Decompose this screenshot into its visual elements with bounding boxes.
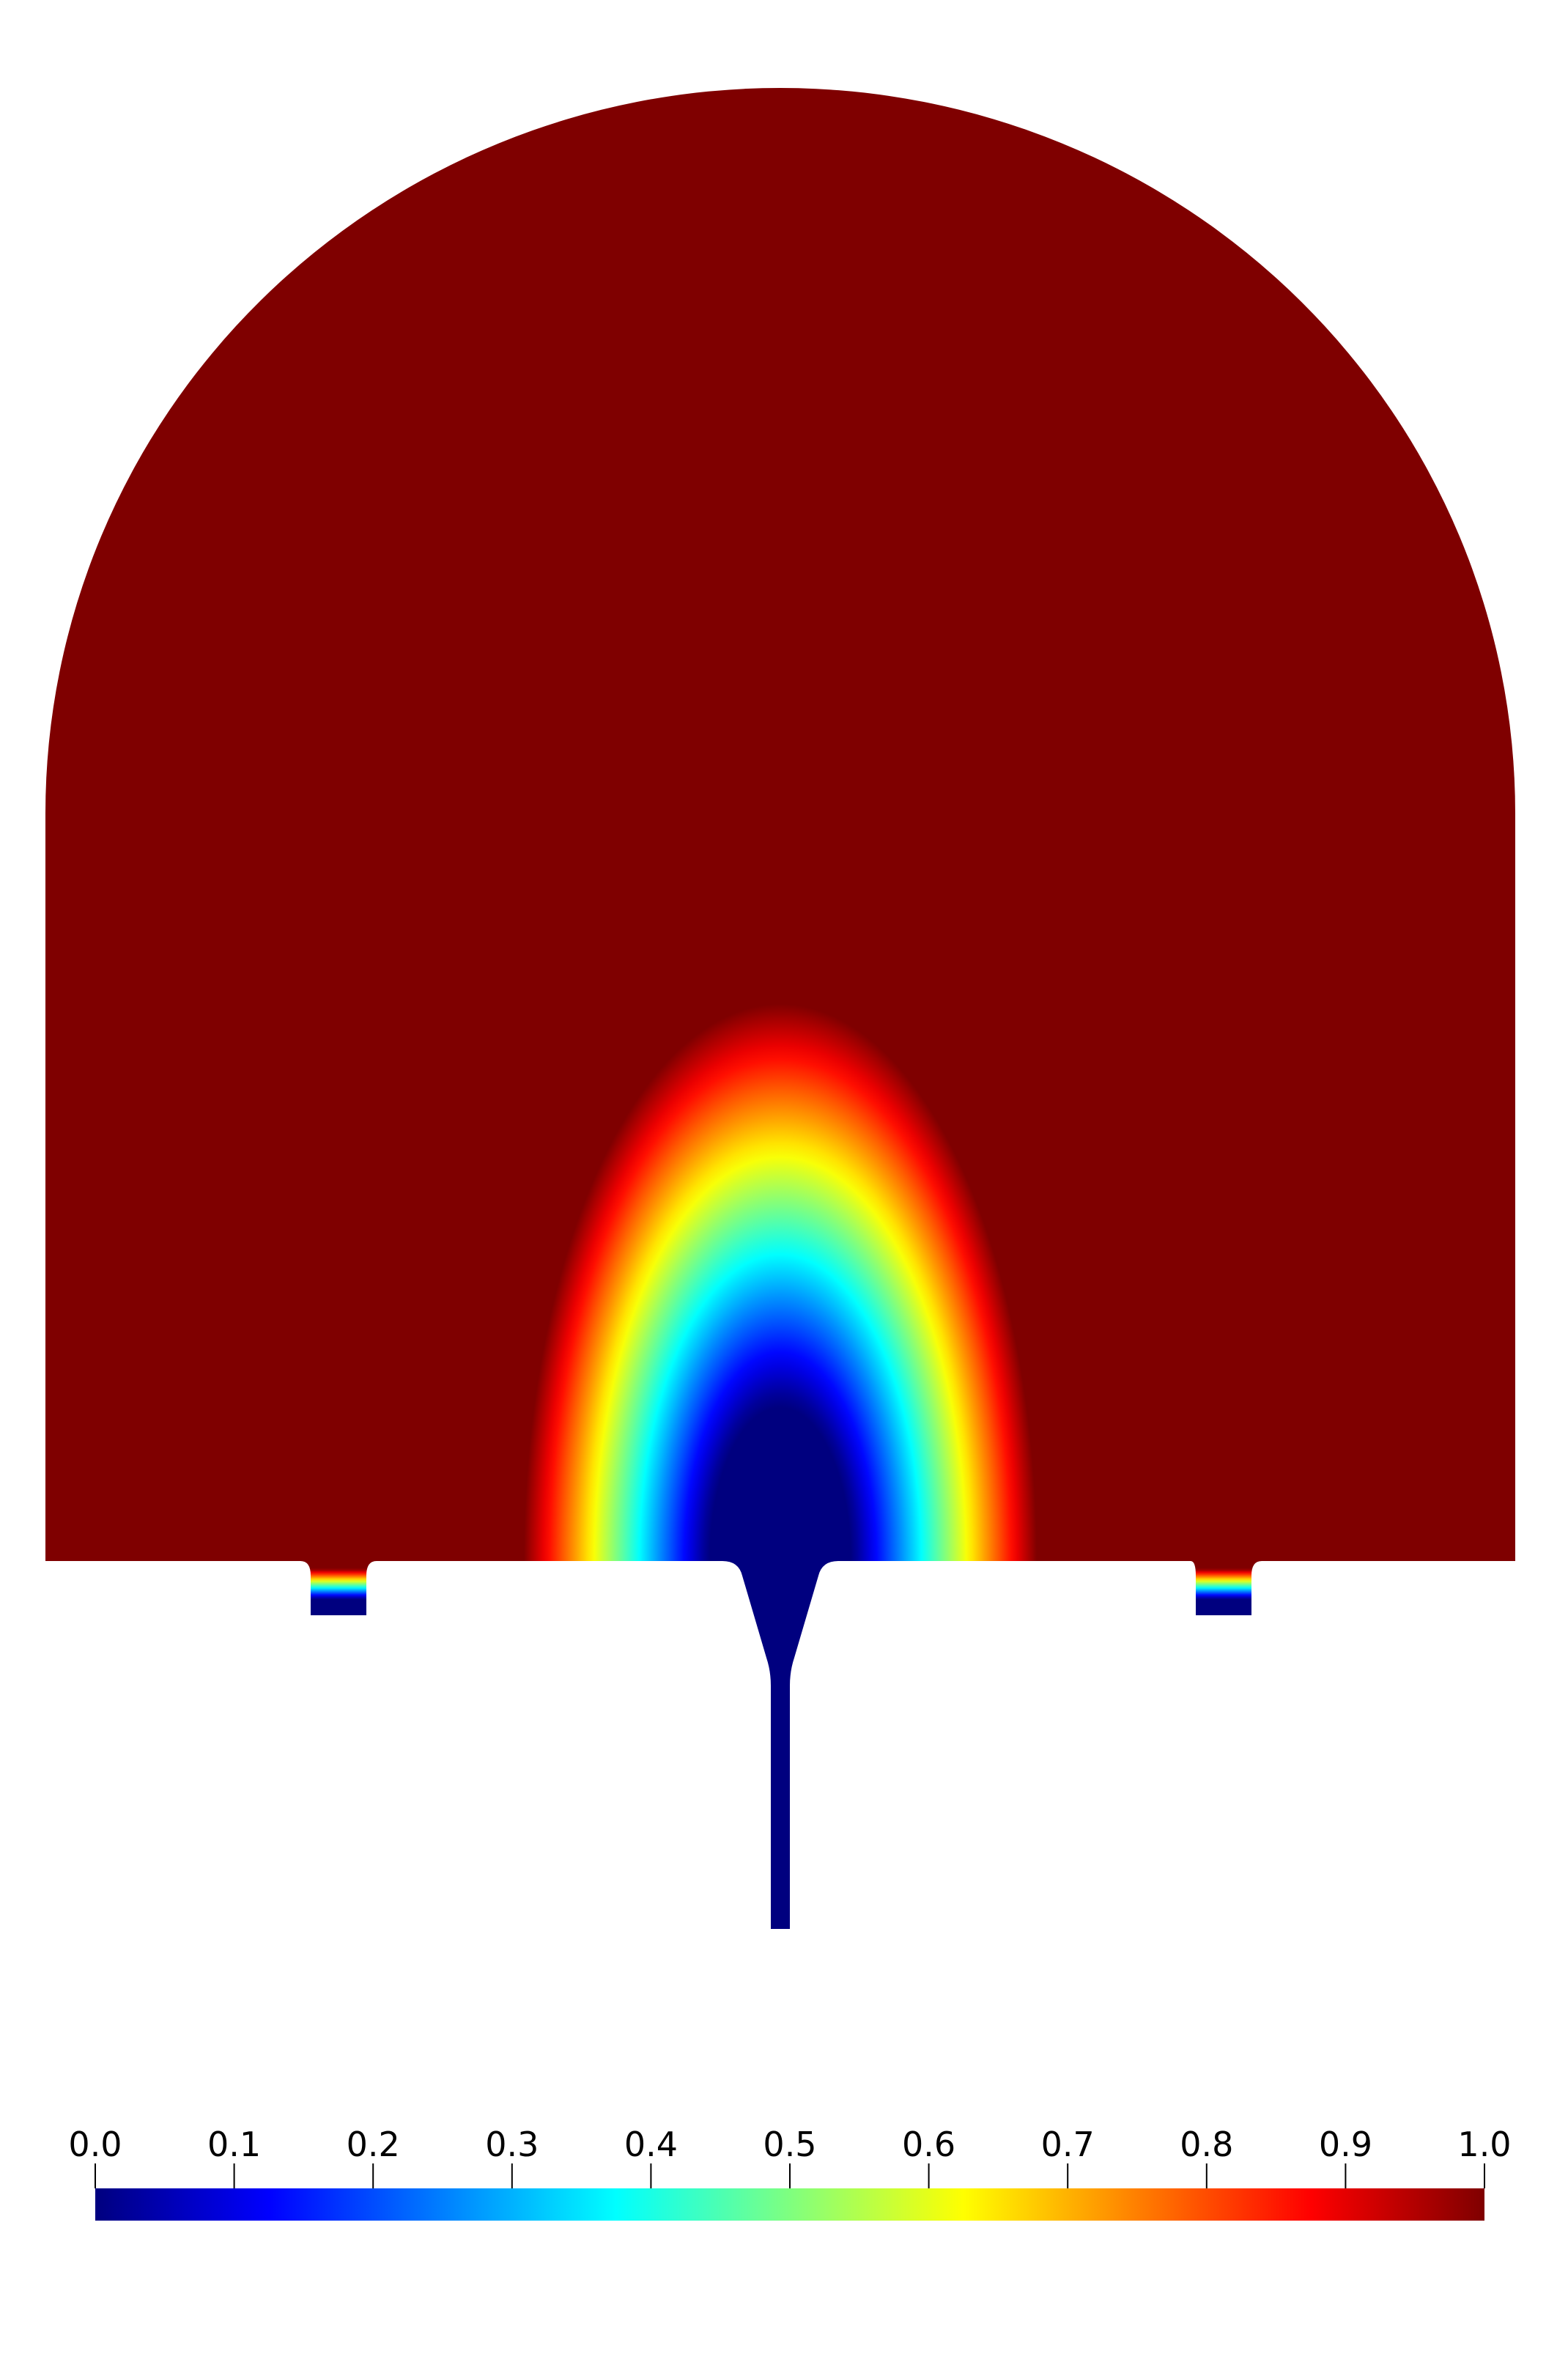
colorbar-tick-label: 0.1 xyxy=(207,2125,261,2164)
jet-plume-field xyxy=(440,953,1121,1561)
left-side-port xyxy=(300,1561,377,1615)
colorbar-tick-label: 0.9 xyxy=(1319,2125,1372,2164)
domain-field xyxy=(45,88,1515,1561)
colorbar-bar xyxy=(95,2188,1484,2221)
colorbar-ticks: 0.0 0.1 0.2 0.3 0.4 0.5 0.6 0.7 0.8 0.9 1.0 xyxy=(68,2125,1512,2188)
colorbar-tick-label: 1.0 xyxy=(1457,2125,1511,2164)
flow-domain xyxy=(45,88,1515,1561)
bottom-boundary xyxy=(300,1561,1262,1929)
colorbar-tick-label: 0.6 xyxy=(902,2125,955,2164)
colorbar-tick-label: 0.0 xyxy=(68,2125,122,2164)
colorbar: 0.0 0.1 0.2 0.3 0.4 0.5 0.6 0.7 0.8 0.9 1.0 xyxy=(68,2125,1512,2221)
right-side-port xyxy=(1191,1561,1262,1615)
center-inlet-nozzle xyxy=(722,1561,838,1929)
colorbar-tick-label: 0.3 xyxy=(485,2125,539,2164)
colorbar-tick-label: 0.4 xyxy=(624,2125,678,2164)
colorbar-tick-label: 0.5 xyxy=(763,2125,816,2164)
colorbar-tick-label: 0.7 xyxy=(1041,2125,1095,2164)
colorbar-tick-label: 0.8 xyxy=(1180,2125,1233,2164)
colorbar-tick-label: 0.2 xyxy=(347,2125,400,2164)
